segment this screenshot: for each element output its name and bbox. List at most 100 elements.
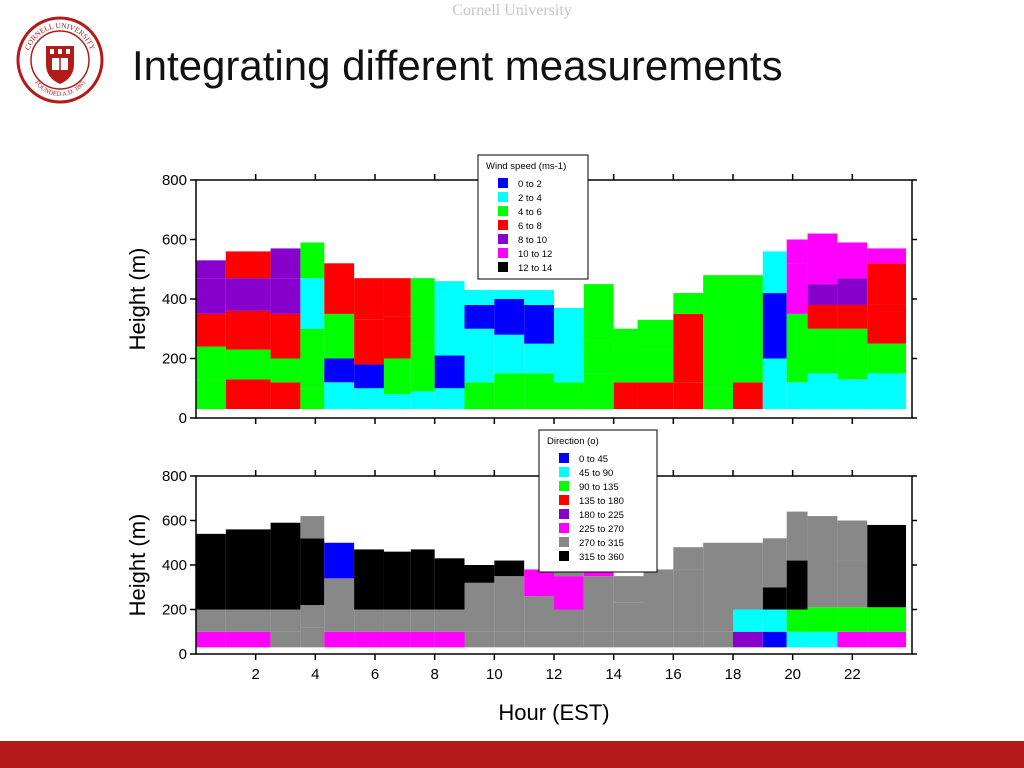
- y-tick-label: 600: [162, 232, 187, 249]
- x-tick-label: 20: [784, 666, 801, 683]
- heatmap-cell: [867, 524, 907, 608]
- legend-label: 0 to 45: [579, 454, 608, 465]
- heatmap-cell: [300, 605, 325, 628]
- heatmap-cell: [554, 609, 584, 632]
- legend-swatch: [498, 220, 508, 230]
- heatmap-cell: [786, 609, 808, 632]
- heatmap-cell: [270, 313, 301, 359]
- legend: Direction (o) 0 to 45 45 to 90 90 to 135 135…: [538, 429, 658, 573]
- heatmap-cell: [410, 343, 435, 392]
- legend: Wind speed (ms-1) 0 to 2 2 to 4 4 to 6 6 to …: [477, 154, 589, 280]
- heatmap-cell: [807, 233, 838, 285]
- heatmap-cell: [225, 529, 271, 610]
- heatmap-cell: [762, 293, 787, 359]
- heatmap-cell: [225, 251, 271, 279]
- heatmap-cell: [300, 242, 325, 279]
- heatmap-cell: [867, 631, 907, 648]
- heatmap-cell: [524, 304, 554, 344]
- heatmap-cell: [673, 382, 704, 410]
- x-tick-label: 14: [605, 666, 622, 683]
- legend-label: 12 to 14: [518, 263, 552, 274]
- legend-swatch: [498, 206, 508, 216]
- legend-swatch: [498, 234, 508, 244]
- heatmap-cell: [637, 382, 674, 410]
- heatmap-cell: [867, 343, 907, 374]
- heatmap-cell: [494, 609, 525, 632]
- heatmap-cell: [762, 609, 787, 632]
- heatmap-cell: [494, 576, 525, 610]
- heatmap-cell: [807, 516, 838, 565]
- legend-swatch: [559, 453, 569, 463]
- heatmap-cell: [554, 307, 584, 359]
- heatmap-cell: [196, 631, 226, 648]
- heatmap-cell: [583, 576, 614, 632]
- legend-label: 135 to 180: [579, 496, 624, 507]
- heatmap-cell: [733, 631, 763, 648]
- heatmap-cell: [524, 569, 554, 597]
- heatmap-cell: [673, 631, 704, 648]
- heatmap-cell: [383, 631, 411, 648]
- heatmap-cell: [643, 569, 674, 632]
- heatmap-cell: [613, 382, 638, 410]
- y-tick-label: 200: [162, 602, 187, 619]
- heatmap-cell: [733, 609, 763, 632]
- heatmap-cell: [837, 520, 868, 561]
- heatmap-cell: [837, 607, 868, 632]
- heatmap-cell: [324, 609, 355, 632]
- heatmap-cell: [524, 343, 554, 374]
- heatmap-cell: [196, 346, 226, 380]
- legend-swatch: [559, 551, 569, 561]
- y-tick-label: 0: [179, 410, 187, 427]
- legend-label: 225 to 270: [579, 524, 624, 535]
- heatmap-cell: [383, 316, 411, 359]
- heatmap-cell: [703, 631, 733, 648]
- heatmap-cell: [807, 373, 838, 410]
- legend-swatch: [498, 248, 508, 258]
- heatmap-cell: [583, 631, 614, 648]
- heatmap-cell: [637, 349, 674, 383]
- heatmap-cell: [196, 533, 226, 610]
- y-axis-label: Height (m): [125, 248, 150, 351]
- heatmap-cell: [434, 388, 465, 410]
- legend-swatch: [559, 537, 569, 547]
- heatmap-cell: [324, 578, 355, 610]
- heatmap-cell: [524, 373, 554, 410]
- university-seal-icon: CORNELL UNIVERSITY FOUNDED A.D. 1865: [16, 16, 104, 104]
- heatmap-cell: [837, 379, 868, 410]
- heatmap-cell: [464, 290, 495, 305]
- heatmap-cell: [270, 609, 301, 632]
- heatmap-cell: [410, 278, 435, 344]
- heatmap-cell: [225, 379, 271, 410]
- legend-label: 270 to 315: [579, 538, 624, 549]
- legend-title: Wind speed (ms-1): [486, 161, 566, 172]
- heatmap-cell: [225, 609, 271, 632]
- heatmap-cell: [300, 388, 325, 410]
- legend-label: 90 to 135: [579, 482, 619, 493]
- heatmap-cell: [703, 542, 733, 632]
- heatmap-cell: [410, 549, 435, 610]
- legend-swatch: [559, 495, 569, 505]
- heatmap-cell: [524, 596, 554, 632]
- heatmap-cell: [354, 549, 384, 610]
- heatmap-cell: [733, 275, 763, 285]
- heatmap-cell: [464, 304, 495, 329]
- heatmap-cell: [270, 358, 301, 383]
- heatmap-cell: [354, 609, 384, 632]
- heatmap-cell: [434, 355, 465, 389]
- legend-label: 0 to 2: [518, 179, 542, 190]
- legend-swatch: [498, 178, 508, 188]
- heatmap-cell: [494, 560, 525, 577]
- legend-swatch: [559, 481, 569, 491]
- heatmap-cell: [300, 538, 325, 606]
- heatmap-cell: [762, 358, 787, 410]
- legend-swatch: [559, 523, 569, 533]
- heatmap-cell: [383, 358, 411, 395]
- heatmap-cell: [786, 511, 808, 561]
- heatmap-cell: [613, 576, 644, 603]
- heatmap-cell: [494, 290, 525, 299]
- heatmap-cell: [637, 319, 674, 350]
- legend-swatch: [498, 192, 508, 202]
- y-tick-label: 200: [162, 351, 187, 368]
- heatmap-cell: [554, 382, 584, 410]
